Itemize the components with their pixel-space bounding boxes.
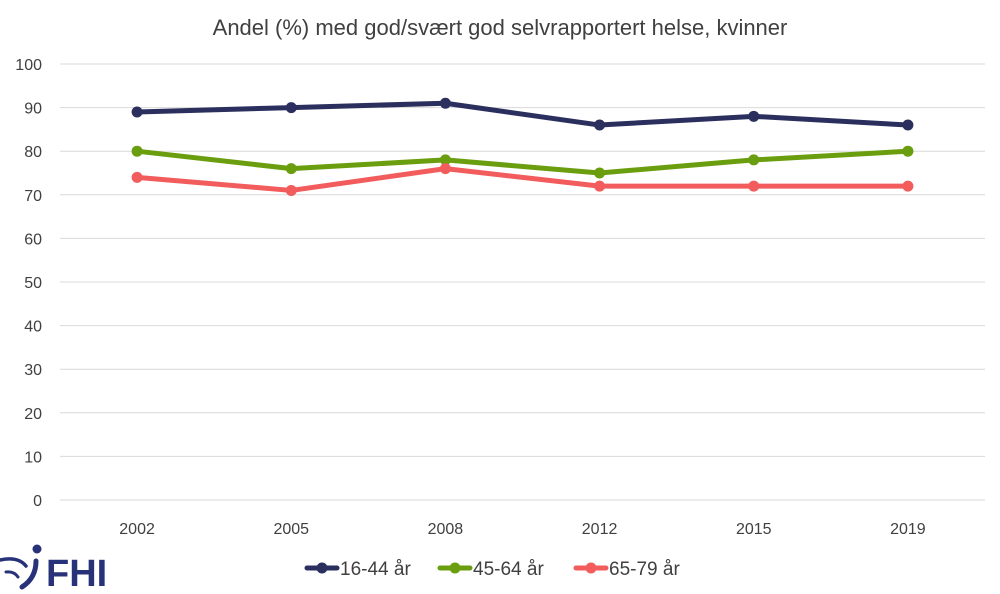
fhi-logo-mark	[0, 544, 42, 590]
data-point-1-2015	[748, 110, 760, 122]
y-tick-label-40: 40	[24, 319, 42, 336]
x-tick-label-2012: 2012	[582, 521, 618, 538]
data-point-3-2005	[285, 184, 297, 196]
y-tick-label-60: 60	[24, 231, 42, 248]
data-point-1-2008	[439, 97, 451, 109]
chart-title: Andel (%) med god/svært god selvrapporte…	[213, 15, 788, 40]
x-tick-label-2002: 2002	[119, 521, 155, 538]
data-point-2-2005	[285, 163, 297, 175]
legend-item-1: 16-44 år	[304, 559, 411, 580]
x-tick-label-2015: 2015	[736, 521, 772, 538]
series-2	[131, 145, 914, 179]
legend-marker-1	[316, 562, 328, 574]
series-line-1	[134, 100, 911, 128]
series-1	[131, 97, 914, 131]
data-point-1-2012	[594, 119, 606, 131]
data-point-2-2008	[439, 154, 451, 166]
y-tick-label-80: 80	[24, 144, 42, 161]
y-tick-label-30: 30	[24, 362, 42, 379]
data-point-1-2019	[902, 119, 914, 131]
data-point-2-2019	[902, 145, 914, 157]
data-point-3-2012	[594, 180, 606, 192]
legend-marker-3	[585, 562, 597, 574]
legend-marker-2	[449, 562, 461, 574]
data-point-1-2005	[285, 102, 297, 114]
y-tick-label-90: 90	[24, 101, 42, 118]
fhi-logo-text: FHI	[46, 553, 107, 594]
series-line-2	[134, 148, 911, 176]
legend-item-2: 45-64 år	[437, 559, 544, 580]
data-point-3-2019	[902, 180, 914, 192]
data-point-1-2002	[131, 106, 143, 118]
gridlines	[60, 63, 985, 501]
y-axis-ticks: 0 10 20 30 40 50 60 70 80 90 100	[15, 57, 42, 510]
y-tick-label-10: 10	[24, 449, 42, 466]
legend-item-3: 65-79 år	[573, 559, 680, 580]
y-tick-label-50: 50	[24, 275, 42, 292]
series-layer	[131, 97, 914, 196]
data-point-2-2015	[748, 154, 760, 166]
legend-label-2: 45-64 år	[473, 559, 544, 580]
x-axis-ticks: 2002 2005 2008 2012 2015 2019	[119, 521, 926, 538]
series-3	[131, 163, 914, 196]
fhi-logo: FHI	[0, 544, 107, 594]
data-point-3-2008	[439, 163, 451, 175]
y-tick-label-100: 100	[15, 57, 42, 74]
series-line-3	[134, 166, 911, 193]
legend: 16-44 år 45-64 år 65-79 år	[304, 559, 680, 580]
y-tick-label-0: 0	[33, 493, 42, 510]
x-tick-label-2019: 2019	[890, 521, 926, 538]
x-tick-label-2005: 2005	[273, 521, 309, 538]
data-point-2-2012	[594, 167, 606, 179]
y-tick-label-70: 70	[24, 188, 42, 205]
legend-label-1: 16-44 år	[340, 559, 411, 580]
data-point-3-2015	[748, 180, 760, 192]
x-tick-label-2008: 2008	[428, 521, 464, 538]
data-point-2-2002	[131, 145, 143, 157]
legend-label-3: 65-79 år	[609, 559, 680, 580]
y-tick-label-20: 20	[24, 406, 42, 423]
data-point-3-2002	[131, 171, 143, 183]
